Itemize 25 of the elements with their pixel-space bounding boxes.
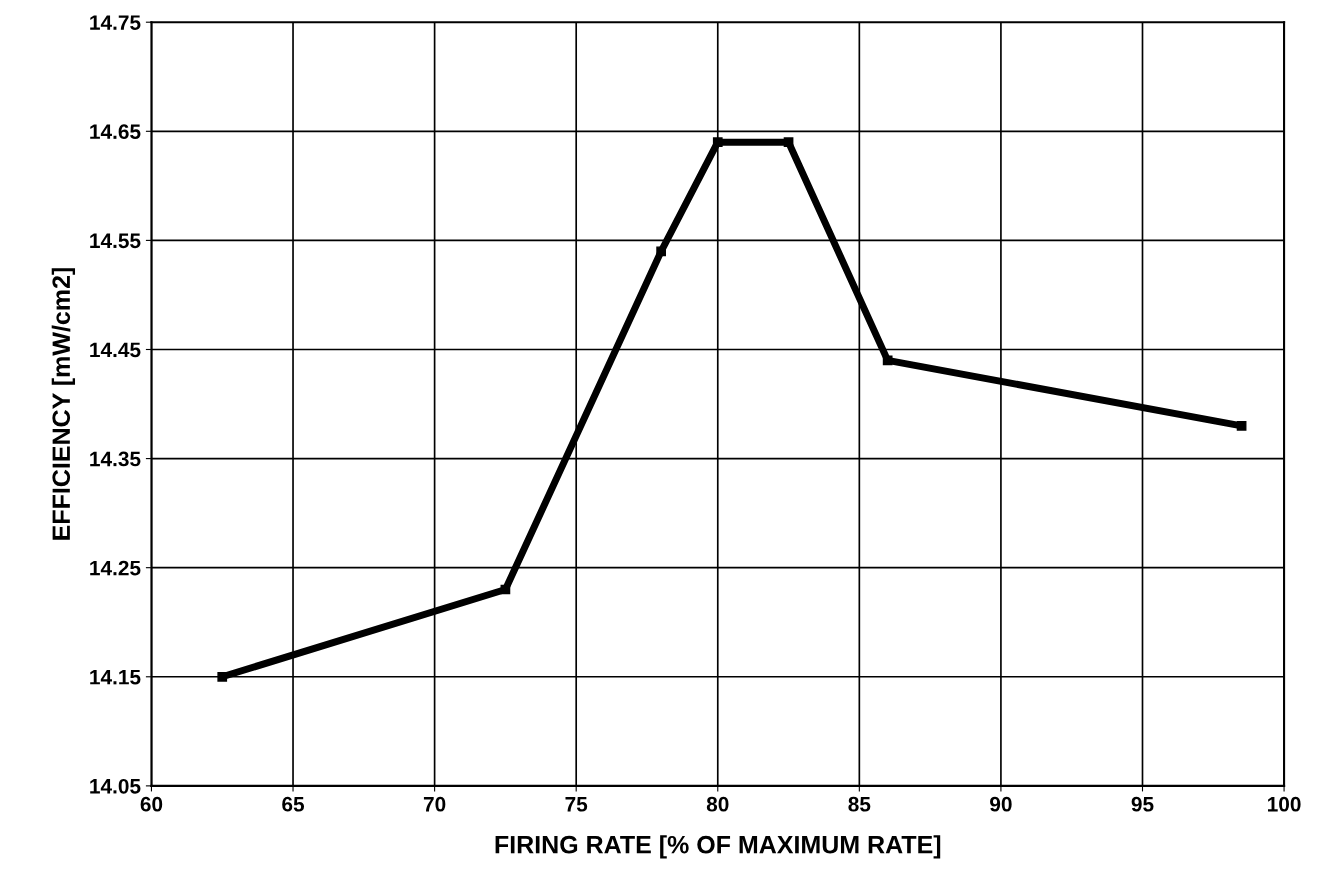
- point: [783, 137, 794, 148]
- x-tick-label: 90: [990, 796, 1012, 812]
- x-tick-label: 85: [848, 796, 871, 812]
- point: [217, 671, 228, 682]
- point: [656, 246, 666, 257]
- y-tick-label: 14.05: [90, 778, 141, 794]
- x-tick-label: 80: [706, 796, 729, 812]
- y-axis-title: EFFICIENCY [mW/cm2]: [51, 268, 76, 540]
- x-tick-label: 100: [1268, 796, 1301, 812]
- x-tick-label: 75: [565, 797, 588, 812]
- y-tick-label: 14.55: [90, 233, 141, 249]
- y-tick-label: 14.75: [90, 15, 141, 30]
- y-tick-label: 14.35: [90, 451, 141, 467]
- y-tick-label: 14.25: [90, 560, 141, 576]
- y-tick-label: 14.15: [90, 670, 141, 685]
- y-tick-label: 14.45: [90, 342, 141, 358]
- point: [1236, 420, 1247, 431]
- x-tick-label: 60: [140, 796, 163, 812]
- x-tick-label: 65: [282, 796, 305, 812]
- x-axis-title: FIRING RATE [% OF MAXIMUM RATE]: [495, 835, 941, 859]
- y-tick-label: 14.65: [90, 124, 141, 140]
- x-tick-label: 70: [423, 796, 446, 812]
- x-tick-label: 95: [1131, 796, 1154, 812]
- point: [882, 355, 893, 366]
- point: [712, 137, 723, 148]
